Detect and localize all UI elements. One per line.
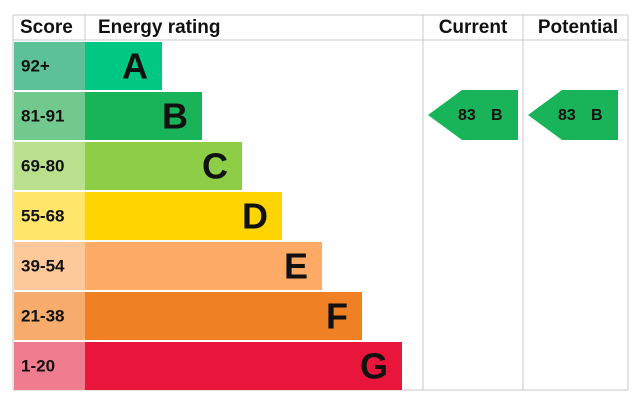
score-label: 1-20 <box>21 356 55 375</box>
rating-bar <box>85 242 322 290</box>
score-cell <box>14 42 85 90</box>
score-label: 92+ <box>21 56 50 75</box>
rating-letter: C <box>202 146 228 187</box>
rating-bar <box>85 42 162 90</box>
rating-letter: A <box>122 46 148 87</box>
current-letter: B <box>491 107 503 124</box>
rating-bar <box>85 292 362 340</box>
rating-letter: E <box>284 246 308 287</box>
score-cell <box>14 92 85 140</box>
score-cell <box>14 292 85 340</box>
rating-letter: G <box>360 346 388 387</box>
score-label: 81-91 <box>21 106 64 125</box>
score-header: Score <box>20 17 73 38</box>
current-arrow <box>428 90 518 140</box>
score-cell <box>14 192 85 240</box>
score-label: 69-80 <box>21 156 64 175</box>
rating-bar <box>85 342 402 390</box>
score-cell <box>14 142 85 190</box>
potential-letter: B <box>591 107 603 124</box>
score-cell <box>14 242 85 290</box>
score-label: 39-54 <box>21 256 65 275</box>
rating-bar <box>85 92 202 140</box>
potential-value: 83 <box>558 107 576 124</box>
rating-letter: D <box>242 196 268 237</box>
rating-bar <box>85 142 242 190</box>
potential-arrow <box>528 90 618 140</box>
current-value: 83 <box>458 107 476 124</box>
score-label: 55-68 <box>21 206 64 225</box>
rating-letter: B <box>162 96 188 137</box>
potential-header: Potential <box>538 17 618 38</box>
current-header: Current <box>439 17 508 38</box>
rating-bar <box>85 192 282 240</box>
rating-letter: F <box>326 296 348 337</box>
rating-header: Energy rating <box>98 17 220 38</box>
score-label: 21-38 <box>21 306 64 325</box>
score-cell <box>14 342 85 390</box>
